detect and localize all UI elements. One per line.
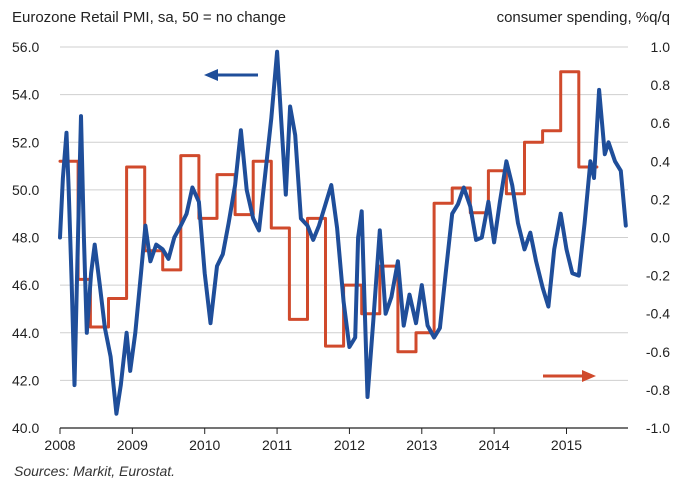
left-tick-label: 50.0 <box>12 182 39 198</box>
left-tick-label: 42.0 <box>12 372 39 388</box>
left-axis-ticks: 40.0 42.0 44.0 46.0 48.0 50.0 52.0 54.0 56.0 <box>12 39 39 436</box>
chart-title-right: consumer spending, %q/q <box>497 9 670 26</box>
x-tick-label: 2012 <box>334 437 365 453</box>
right-tick-label: 0.4 <box>651 153 671 169</box>
right-axis-arrow-icon <box>543 370 596 382</box>
right-tick-label: 1.0 <box>651 39 671 55</box>
right-tick-label: -0.8 <box>646 382 670 398</box>
x-axis-ticks: 2008 2009 2010 2011 2012 2013 2014 2015 <box>44 428 582 453</box>
x-tick-label: 2008 <box>44 437 75 453</box>
left-tick-label: 54.0 <box>12 87 39 103</box>
right-tick-label: -0.2 <box>646 268 670 284</box>
right-axis-ticks: -1.0 -0.8 -0.6 -0.4 -0.2 0.0 0.2 0.4 0.6 0.8 1.0 <box>646 39 670 436</box>
left-tick-label: 56.0 <box>12 39 39 55</box>
series-line-pmi <box>58 49 628 416</box>
right-tick-label: -0.6 <box>646 344 670 360</box>
left-axis-arrow-icon <box>204 69 258 81</box>
right-tick-label: 0.8 <box>651 77 671 93</box>
left-tick-label: 40.0 <box>12 420 39 436</box>
x-tick-label: 2014 <box>479 437 510 453</box>
series-layer <box>58 49 628 416</box>
left-tick-label: 46.0 <box>12 277 39 293</box>
x-tick-label: 2009 <box>117 437 148 453</box>
x-tick-label: 2011 <box>262 437 292 453</box>
left-tick-label: 48.0 <box>12 230 39 246</box>
left-tick-label: 44.0 <box>12 325 39 341</box>
x-tick-label: 2010 <box>189 437 220 453</box>
source-note: Sources: Markit, Eurostat. <box>14 463 176 479</box>
x-tick-label: 2013 <box>406 437 437 453</box>
right-tick-label: -0.4 <box>646 306 670 322</box>
right-tick-label: 0.2 <box>651 191 671 207</box>
x-tick-label: 2015 <box>551 437 582 453</box>
left-tick-label: 52.0 <box>12 134 39 150</box>
right-tick-label: 0.0 <box>651 230 671 246</box>
right-tick-label: -1.0 <box>646 420 670 436</box>
right-tick-label: 0.6 <box>651 115 671 131</box>
chart-title-left: Eurozone Retail PMI, sa, 50 = no change <box>12 9 286 26</box>
